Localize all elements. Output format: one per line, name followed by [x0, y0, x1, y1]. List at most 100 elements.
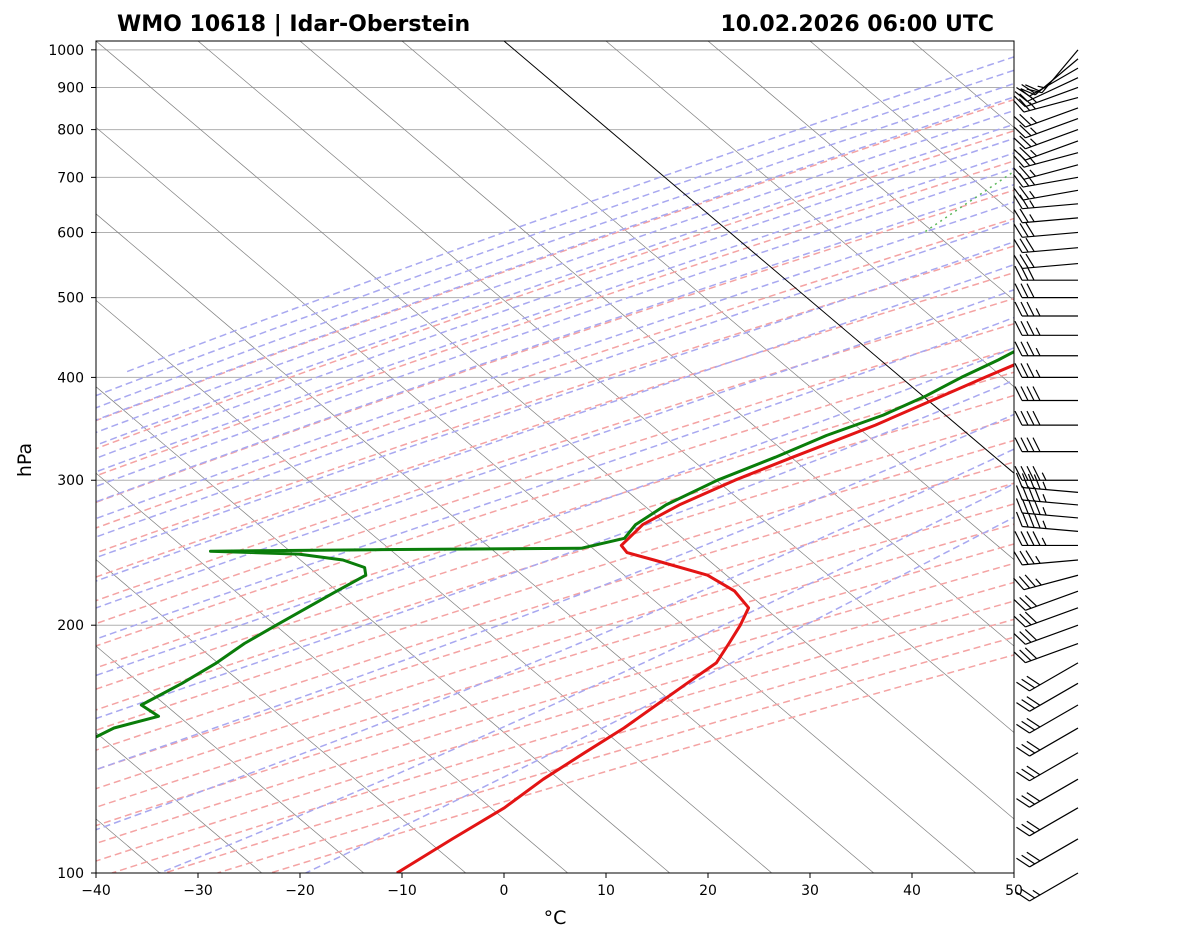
barb-full-feather	[1021, 498, 1029, 514]
barb-full-feather	[1013, 137, 1026, 150]
dry-adiabat	[96, 271, 1014, 578]
y-tick-label: 800	[57, 123, 84, 139]
barb-full-feather	[1013, 115, 1026, 128]
moist-adiabat	[96, 240, 1014, 559]
barb-full-feather	[1014, 265, 1023, 281]
barb-half-feather	[1029, 177, 1036, 186]
barb-full-feather	[1032, 386, 1041, 401]
barb-full-feather	[1032, 465, 1041, 481]
barb-full-feather	[1033, 474, 1041, 490]
barb-full-feather	[1014, 363, 1023, 378]
barb-full-feather	[1013, 223, 1023, 238]
barb-full-feather	[1021, 743, 1036, 754]
barb-full-feather	[1014, 410, 1023, 426]
barb-half-feather	[1029, 214, 1035, 223]
dry-adiabat	[96, 347, 1014, 647]
wind-barb-250	[1014, 531, 1078, 547]
wind-barb-775	[1013, 140, 1079, 161]
barb-full-feather	[1020, 265, 1029, 281]
barb-full-feather	[1026, 386, 1035, 401]
isotherm--110	[96, 645, 364, 873]
isotherm--50	[96, 126, 976, 873]
barb-full-feather	[1021, 888, 1036, 899]
x-tick-label: −20	[285, 883, 315, 899]
wind-barb-825	[1013, 118, 1079, 139]
dry-adiabat	[96, 503, 1014, 790]
barb-full-feather	[1014, 531, 1023, 546]
barb-full-feather	[1021, 823, 1036, 834]
barb-full-feather	[1016, 826, 1030, 837]
wind-barb-875	[1013, 96, 1079, 113]
barb-full-feather	[1016, 891, 1030, 902]
wind-barb-120	[1016, 807, 1079, 837]
barb-staff	[1022, 559, 1079, 566]
barb-full-feather	[1026, 820, 1041, 831]
barb-half-feather	[1029, 102, 1036, 110]
dry-adiabat	[96, 245, 1014, 554]
barb-staff	[1029, 807, 1079, 837]
isotherm-40	[911, 41, 1014, 128]
barb-full-feather	[1019, 93, 1032, 106]
wind-barb-170	[1016, 682, 1079, 712]
barb-full-feather	[1019, 597, 1032, 609]
barb-full-feather	[1021, 795, 1036, 805]
dry-adiabat	[96, 189, 1014, 504]
barb-full-feather	[1016, 702, 1030, 712]
barb-full-feather	[1021, 473, 1029, 489]
barb-staff	[1029, 727, 1079, 757]
barb-full-feather	[1020, 465, 1029, 481]
wind-barb-200	[1013, 624, 1079, 645]
dry-adiabat	[96, 482, 1014, 771]
chart-title-time: 10.02.2026 06:00 UTC	[720, 12, 994, 37]
barb-full-feather	[1021, 699, 1036, 709]
mixing-ratio-line	[1158, 32, 1181, 232]
barb-staff	[1022, 176, 1079, 188]
moist-adiabat	[96, 201, 1014, 520]
barb-staff	[1022, 499, 1079, 506]
barb-full-feather	[1020, 363, 1029, 378]
wind-barb-180	[1016, 662, 1079, 692]
barb-full-feather	[1013, 651, 1026, 664]
barb-full-feather	[1013, 615, 1026, 628]
barb-full-feather	[1018, 153, 1031, 167]
barb-full-feather	[1014, 301, 1023, 317]
wind-barb-220	[1013, 590, 1079, 611]
moist-adiabat	[96, 167, 1014, 488]
wind-barb-525	[1014, 265, 1078, 281]
barb-staff	[1022, 203, 1079, 210]
barb-half-feather	[1030, 116, 1038, 124]
y-tick-label: 300	[57, 473, 84, 489]
barb-full-feather	[1019, 146, 1032, 159]
barb-full-feather	[1013, 238, 1023, 253]
barb-full-feather	[1019, 550, 1029, 565]
wind-barb-725	[1013, 164, 1079, 180]
isotherm--90	[96, 472, 568, 873]
barb-staff	[1025, 118, 1079, 139]
barb-full-feather	[1019, 194, 1029, 209]
barb-full-feather	[1026, 717, 1041, 728]
barb-full-feather	[1020, 386, 1029, 401]
barb-full-feather	[1013, 254, 1023, 269]
isotherm--20	[299, 41, 1014, 647]
dry-adiabat	[217, 636, 1014, 873]
wind-barb-475	[1014, 301, 1078, 317]
y-tick-label: 1000	[48, 43, 84, 59]
wind-barb-130	[1016, 778, 1079, 808]
barb-half-feather	[1030, 127, 1038, 135]
barb-half-feather	[1035, 369, 1041, 378]
x-axis: −40 −30 −20 −10 0 10 20 30 40 50	[81, 873, 1023, 899]
barb-full-feather	[1026, 363, 1035, 378]
barb-full-feather	[1014, 386, 1023, 401]
moist-adiabat	[96, 82, 1014, 409]
barb-full-feather	[1014, 437, 1023, 452]
barb-full-feather	[1020, 341, 1029, 356]
barb-full-feather	[1018, 98, 1031, 111]
x-tick-label: 0	[500, 883, 509, 899]
barb-staff	[1022, 189, 1079, 201]
barb-full-feather	[1019, 238, 1029, 253]
barb-staff	[1025, 624, 1079, 645]
barb-full-feather	[1025, 84, 1040, 92]
barb-half-feather	[1041, 472, 1047, 481]
barb-full-feather	[1018, 173, 1030, 187]
barb-staff	[1029, 704, 1079, 734]
